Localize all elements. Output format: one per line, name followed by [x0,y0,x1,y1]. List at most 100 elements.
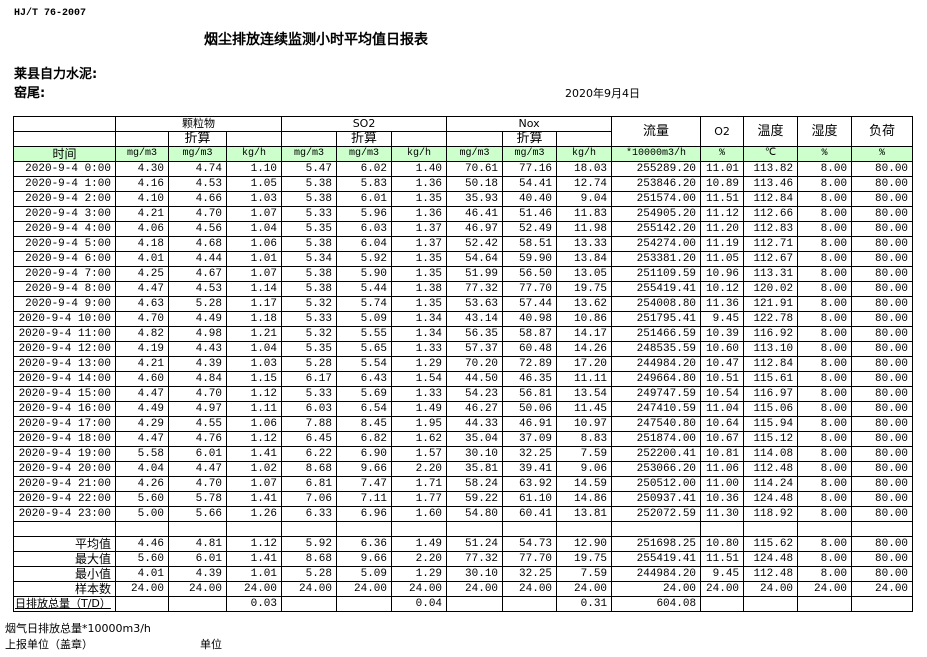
value-cell: 24.00 [700,581,745,597]
value-cell [446,521,504,537]
row-label: 2020-9-4 7:00 [13,266,116,282]
value-cell: 1.06 [225,416,283,432]
value-cell: 11.19 [700,236,745,252]
value-cell: 8.00 [797,341,853,357]
value-cell: 251795.41 [611,311,702,327]
value-cell: 30.10 [446,446,504,462]
row-label: 2020-9-4 8:00 [13,281,116,297]
table-row: 2020-9-4 7:00 4.25 4.67 1.07 5.38 5.90 1.35 51.… [13,266,914,282]
row-label [13,521,116,537]
blank-cell [13,116,116,132]
value-cell: 10.86 [556,311,613,327]
row-label: 日排放总量（T/D） [13,596,116,612]
group-nox: Nox [446,116,613,132]
row-label: 2020-9-4 6:00 [13,251,116,267]
value-cell: 4.53 [168,281,227,297]
value-cell: 24.00 [797,581,853,597]
report-title: 烟尘排放连续监测小时平均值日报表 [204,32,428,48]
value-cell: 11.00 [700,476,745,492]
value-cell: 8.00 [797,236,853,252]
value-cell: 40.98 [502,311,558,327]
value-cell: 56.81 [502,386,558,402]
value-cell: 113.31 [743,266,799,282]
value-cell [502,521,558,537]
value-cell: 5.32 [281,326,338,342]
value-cell: 5.32 [281,296,338,312]
value-cell: 80.00 [851,326,914,342]
value-cell: 5.35 [281,221,338,237]
value-cell: 5.78 [168,491,227,507]
row-label: 样本数 [13,581,116,597]
value-cell: 1.03 [225,356,283,372]
value-cell: 24.00 [115,581,169,597]
value-cell: 1.03 [225,191,283,207]
value-cell: 6.03 [281,401,338,417]
value-cell: 80.00 [851,461,914,477]
table-row: 2020-9-4 5:00 4.18 4.68 1.06 5.38 6.04 1.37 52.… [13,236,914,252]
value-cell: 1.10 [225,161,283,177]
value-cell: 24.00 [446,581,504,597]
value-cell: 50.06 [502,401,558,417]
value-cell: 13.54 [556,386,613,402]
value-cell: 253066.20 [611,461,702,477]
value-cell: 5.35 [281,341,338,357]
row-label: 2020-9-4 15:00 [13,386,116,402]
value-cell: 1.38 [391,281,448,297]
value-cell: 4.43 [168,341,227,357]
value-cell: 121.91 [743,296,799,312]
unit-cell: mg/m3 [168,146,227,162]
value-cell: 5.44 [336,281,393,297]
value-cell: 250937.41 [611,491,702,507]
value-cell: 7.59 [556,566,613,582]
value-cell: 8.00 [797,191,853,207]
value-cell: 4.21 [115,356,169,372]
value-cell: 77.32 [446,281,504,297]
value-cell: 1.17 [225,296,283,312]
table-row: 2020-9-4 20:00 4.04 4.47 1.02 8.68 9.66 2.20 35… [13,461,914,477]
value-cell: 112.48 [743,566,799,582]
value-cell: 6.01 [168,446,227,462]
value-cell: 18.03 [556,161,613,177]
value-cell: 4.39 [168,566,227,582]
table-row: 2020-9-4 6:00 4.01 4.44 1.01 5.34 5.92 1.35 54.… [13,251,914,267]
value-cell: 1.57 [391,446,448,462]
value-cell: 4.66 [168,191,227,207]
value-cell: 63.92 [502,476,558,492]
value-cell: 6.33 [281,506,338,522]
value-cell: 8.00 [797,416,853,432]
value-cell: 8.00 [797,371,853,387]
value-cell: 5.33 [281,311,338,327]
value-cell: 80.00 [851,311,914,327]
value-cell: 112.71 [743,236,799,252]
value-cell: 80.00 [851,431,914,447]
value-cell: 114.24 [743,476,799,492]
value-cell: 5.55 [336,326,393,342]
value-cell: 4.67 [168,266,227,282]
value-cell: 8.00 [797,161,853,177]
value-cell: 8.00 [797,401,853,417]
value-cell [115,596,169,612]
value-cell: 244984.20 [611,356,702,372]
value-cell: 8.00 [797,251,853,267]
so2-converted: 折算 [336,131,393,147]
value-cell: 6.43 [336,371,393,387]
value-cell: 13.81 [556,506,613,522]
header-row-groups: 颗粒物 SO2 Nox 流量 O2 温度 湿度 负荷 [13,116,914,147]
value-cell: 46.91 [502,416,558,432]
value-cell: 80.00 [851,416,914,432]
value-cell: 7.47 [336,476,393,492]
value-cell: 255419.41 [611,281,702,297]
value-cell: 116.97 [743,386,799,402]
value-cell: 80.00 [851,476,914,492]
value-cell: 1.05 [225,176,283,192]
value-cell: 1.62 [391,431,448,447]
value-cell [700,521,745,537]
value-cell: 5.96 [336,206,393,222]
value-cell: 8.68 [281,551,338,567]
value-cell: 8.00 [797,281,853,297]
value-cell: 252200.41 [611,446,702,462]
blank-cell [225,131,283,147]
value-cell: 8.45 [336,416,393,432]
blank-cell [556,131,613,147]
value-cell: 6.90 [336,446,393,462]
